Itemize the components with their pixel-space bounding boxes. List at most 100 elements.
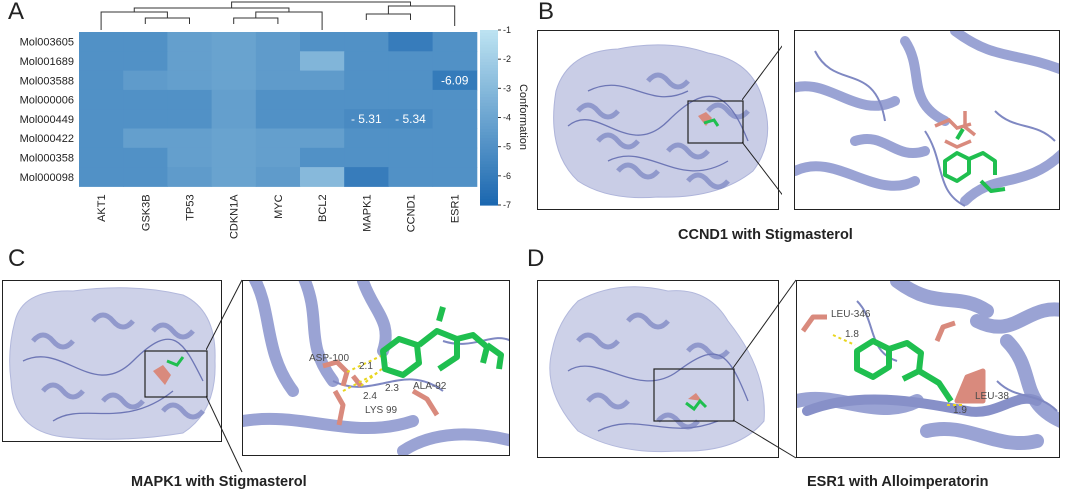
row-label: Mol000098 — [20, 172, 74, 184]
column-label: CDKN1A — [229, 194, 241, 239]
heatmap-cell — [344, 167, 389, 187]
row-label: Mol001689 — [20, 56, 74, 68]
protein-overview-d — [537, 280, 779, 458]
heatmap-cell — [123, 128, 168, 149]
cell-value-label: - 5.31 — [351, 112, 382, 126]
heatmap-cell — [388, 109, 434, 129]
heatmap-cell — [388, 32, 434, 52]
zoom-lines-b — [742, 45, 782, 196]
column-label: GSK3B — [140, 194, 152, 231]
binding-site-d — [685, 393, 708, 412]
binding-detail-d: LEU-346 LEU-38 1.8 1.9 — [796, 280, 1060, 458]
heatmap-cell — [167, 147, 213, 168]
heatmap-cell — [123, 51, 168, 72]
binding-detail-b — [794, 30, 1060, 210]
row-label: Mol003605 — [20, 37, 74, 49]
row-label: Mol003588 — [20, 75, 74, 87]
heatmap-cell — [123, 89, 168, 110]
heatmap-cell — [432, 51, 478, 72]
row-label: Mol000449 — [20, 114, 74, 126]
heatmap-cell — [255, 147, 301, 168]
colorbar-tick-label: -6 — [503, 171, 511, 181]
heatmap-cell — [432, 89, 478, 110]
heatmap-cell — [300, 70, 345, 91]
caption-b: CCND1 with Stigmasterol — [678, 227, 853, 243]
heatmap-cell — [167, 70, 213, 91]
hbonds-d — [832, 334, 965, 406]
binding-site-b — [698, 112, 720, 127]
protein-overview-b — [537, 30, 779, 210]
heatmap-cell — [388, 89, 434, 110]
heatmap-cell — [211, 128, 257, 149]
heatmap-cell — [344, 32, 389, 52]
heatmap-cell — [167, 32, 213, 52]
cartoon-detail-b — [795, 31, 1059, 207]
heatmap-cell — [432, 109, 478, 129]
column-label: AKT1 — [96, 194, 108, 222]
heatmap-cell — [79, 51, 124, 72]
cell-value-label: -6.09 — [441, 73, 469, 87]
column-label: TP53 — [185, 194, 197, 220]
heatmap-cell — [388, 167, 434, 187]
distance-label-d-2: 1.9 — [953, 405, 967, 416]
heatmap-cell — [300, 109, 345, 129]
heatmap-cell — [255, 128, 301, 149]
heatmap-cell — [167, 109, 213, 129]
residue-label-leu38: LEU-38 — [975, 391, 1009, 402]
heatmap-cell — [432, 147, 478, 168]
heatmap-cell — [432, 32, 478, 52]
heatmap-cell — [79, 32, 124, 52]
heatmap-cell — [388, 51, 434, 72]
heatmap-cell — [211, 51, 257, 72]
heatmap-cell — [255, 51, 301, 72]
heatmap-cell — [211, 70, 257, 91]
heatmap-cell — [432, 128, 478, 149]
heatmap-cell — [79, 89, 124, 110]
heatmap-cell — [79, 70, 124, 91]
heatmap-cell — [344, 70, 389, 91]
heatmap-cell — [167, 167, 213, 187]
residues-c — [322, 359, 440, 426]
heatmap-cell — [300, 89, 345, 110]
residue-label-asp100: ASP-100 — [309, 353, 349, 364]
heatmap-cell — [123, 167, 168, 187]
colorbar-tick-label: -5 — [503, 142, 511, 152]
heatmap-figure: Mol003605 Mol001689 Mol003588 Mol000006 Mol0… — [20, 1, 529, 239]
heatmap-cell — [300, 51, 345, 72]
column-label: CCND1 — [406, 194, 418, 232]
binding-site-c — [153, 356, 185, 385]
heatmap-cell — [255, 109, 301, 129]
heatmap-cell — [211, 109, 257, 129]
heatmap-cell — [79, 167, 124, 187]
heatmap-cell — [211, 167, 257, 187]
colorbar-title: Conformation — [517, 84, 529, 150]
heatmap-cell — [344, 109, 389, 129]
protein-surface-b — [553, 44, 769, 199]
row-label: Mol000358 — [20, 152, 74, 164]
distance-label-c-2: 2.3 — [385, 383, 399, 394]
zoom-lines-c — [206, 279, 243, 473]
cartoon-detail-d: LEU-346 LEU-38 1.8 1.9 — [797, 281, 1059, 451]
heatmap-cell — [388, 128, 434, 149]
column-label: MAPK1 — [361, 194, 373, 231]
heatmap-cell — [123, 109, 168, 129]
heatmap-cell — [344, 89, 389, 110]
ligand-b — [943, 127, 1006, 193]
zoom-box-d — [653, 368, 735, 422]
heatmap-cell — [344, 147, 389, 168]
colorbar-tick-label: -3 — [503, 83, 511, 93]
heatmap-cell — [167, 128, 213, 149]
column-dendrogram — [100, 1, 456, 30]
panel-label-a: A — [8, 0, 25, 25]
ligand-c — [380, 306, 504, 378]
binding-detail-c: ASP-100 ALA-92 LYS 99 2.1 2.3 2.4 — [242, 280, 510, 456]
colorbar-tick-label: -4 — [503, 113, 511, 123]
colorbar-tick-label: -7 — [503, 200, 511, 210]
heatmap-cell — [167, 51, 213, 72]
heatmap-cell — [79, 128, 124, 149]
heatmap-cell — [211, 147, 257, 168]
protein-overview-c — [2, 280, 222, 442]
heatmap-cell — [167, 89, 213, 110]
colorbar-tick-label: -2 — [503, 54, 511, 64]
heatmap-cell — [388, 147, 434, 168]
